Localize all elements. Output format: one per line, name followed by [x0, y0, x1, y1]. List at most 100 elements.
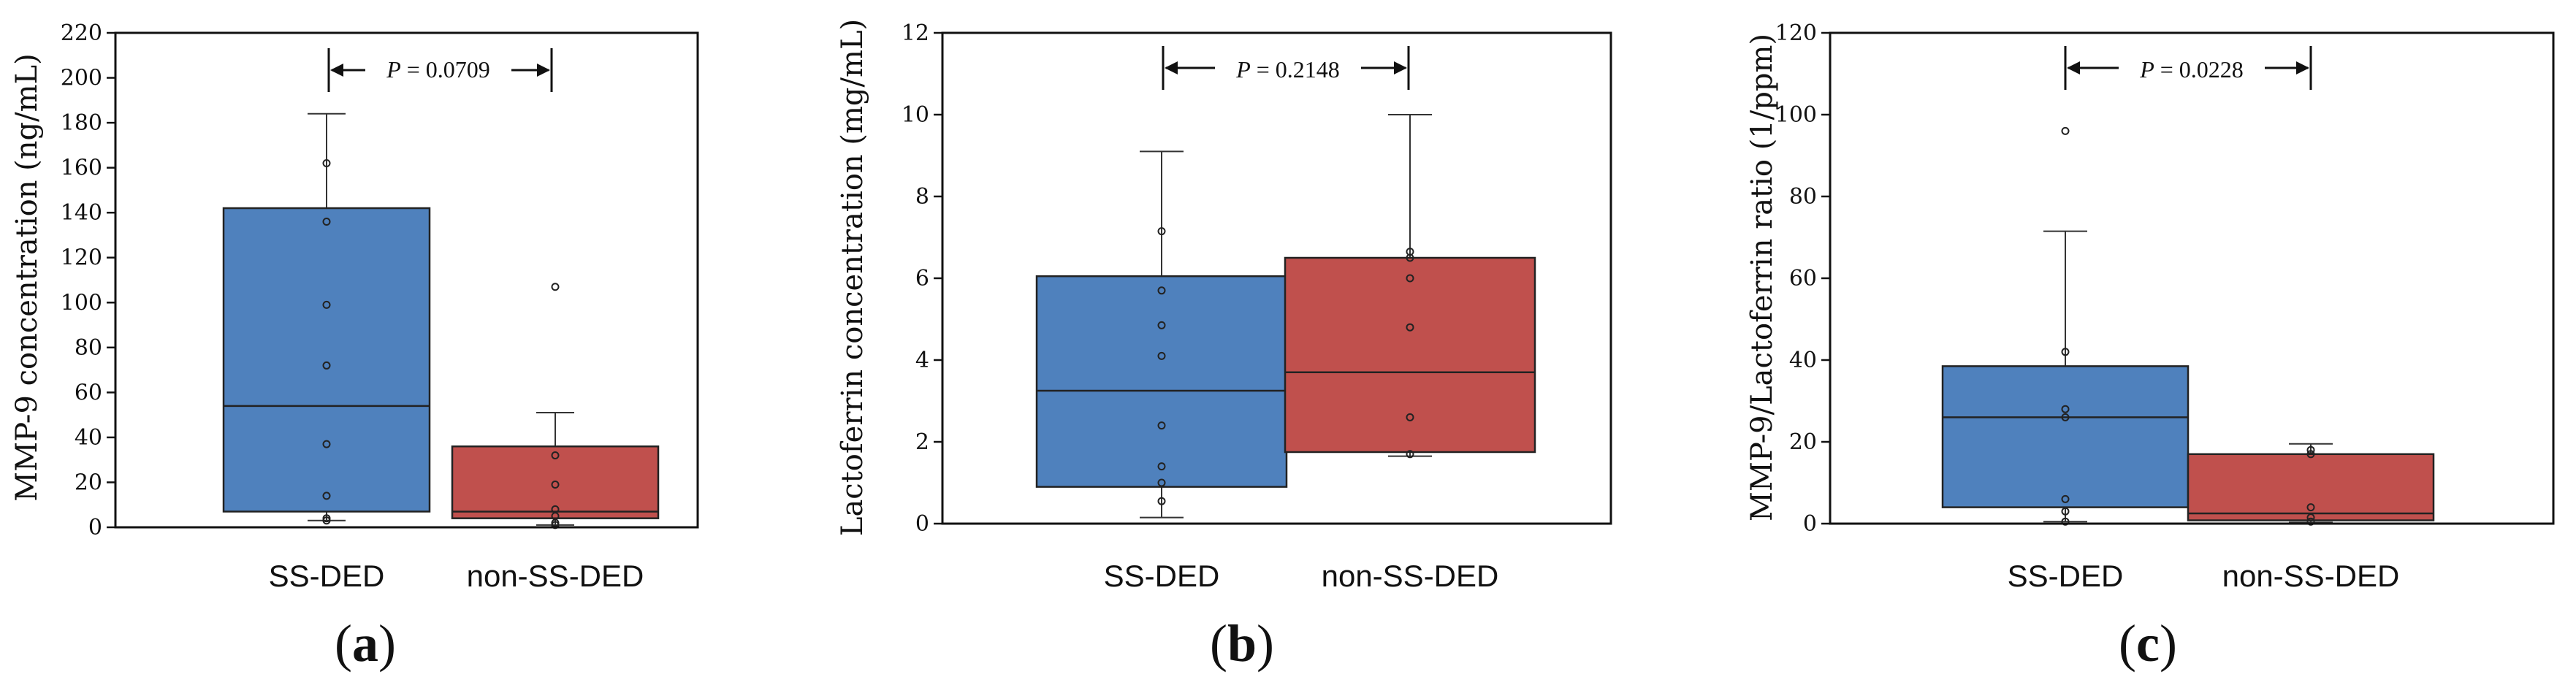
data-point-ss-ded: [2061, 413, 2070, 421]
y-tick-label: 0: [88, 515, 102, 540]
y-tick-label: 4: [915, 348, 929, 373]
data-point-non-ss-ded: [1406, 323, 1414, 332]
data-point-ss-ded: [1157, 497, 1166, 505]
svg-text:P = 0.0228: P = 0.0228: [2139, 56, 2244, 83]
data-point-non-ss-ded: [1406, 413, 1414, 421]
y-tick-label: 100: [1775, 102, 1817, 128]
p-label: P: [2139, 56, 2154, 83]
data-point-non-ss-ded: [1406, 274, 1414, 283]
svg-text:(a): (a): [335, 614, 396, 673]
p-value-annotation: P = 0.2148: [1235, 56, 1340, 83]
y-tick-label: 80: [1789, 184, 1817, 210]
data-point-ss-ded: [2061, 507, 2070, 516]
p-label: P: [386, 56, 401, 83]
data-point-non-ss-ded: [551, 451, 560, 460]
y-tick-label: 120: [1775, 20, 1817, 46]
p-value-annotation: P = 0.0228: [2139, 56, 2244, 83]
data-point-ss-ded: [1157, 286, 1166, 295]
data-point-non-ss-ded: [1406, 450, 1414, 459]
data-point-ss-ded: [1157, 478, 1166, 487]
y-tick-label: 40: [1789, 348, 1817, 373]
data-point-non-ss-ded: [1406, 248, 1414, 256]
data-point-ss-ded: [1157, 462, 1166, 471]
data-point-non-ss-ded: [2306, 445, 2315, 454]
y-tick-label: 60: [75, 380, 102, 405]
y-tick-label: 8: [915, 184, 929, 210]
p-arrowhead-right: [1394, 61, 1407, 74]
data-point-non-ss-ded: [551, 505, 560, 513]
y-tick-label: 80: [75, 335, 102, 361]
y-tick-label: 0: [915, 511, 929, 537]
y-tick-label: 10: [902, 102, 929, 128]
data-point-ss-ded: [1157, 421, 1166, 430]
category-label-non-ss-ded: non-SS-DED: [2222, 559, 2400, 593]
p-arrowhead-left: [2067, 61, 2080, 74]
data-point-ss-ded: [2061, 348, 2070, 356]
category-label-non-ss-ded: non-SS-DED: [1322, 559, 1499, 593]
category-label-ss-ded: SS-DED: [2008, 559, 2124, 593]
y-tick-label: 2: [915, 429, 929, 455]
data-point-ss-ded: [1157, 351, 1166, 360]
box-non-ss-ded: [1284, 256, 1536, 454]
data-point-ss-ded: [322, 158, 331, 167]
y-tick-label: 200: [61, 66, 102, 91]
y-axis-label: Lactoferrin concentration (mg/mL): [836, 19, 869, 536]
data-point-non-ss-ded: [2306, 450, 2315, 459]
data-point-ss-ded: [322, 492, 331, 500]
box-ss-ded: [222, 207, 431, 513]
plot-frame: [1829, 31, 2555, 525]
data-point-ss-ded: [322, 514, 331, 523]
data-point-ss-ded: [1157, 321, 1166, 329]
box-non-ss-ded: [451, 445, 660, 519]
panel-label: (c): [2119, 614, 2177, 673]
p-value: = 0.0709: [407, 56, 490, 83]
y-tick-label: 40: [75, 425, 102, 451]
y-tick-label: 0: [1803, 511, 1817, 537]
y-tick-label: 20: [1789, 429, 1817, 455]
data-point-non-ss-ded: [2306, 503, 2315, 512]
panel-label: (b): [1210, 614, 1274, 673]
y-tick-label: 12: [902, 20, 929, 46]
svg-text:P = 0.2148: P = 0.2148: [1235, 56, 1340, 83]
panel-label: (a): [335, 614, 396, 673]
svg-text:(b): (b): [1210, 614, 1274, 673]
y-tick-label: 100: [61, 290, 102, 316]
data-point-non-ss-ded: [2306, 513, 2315, 522]
p-label: P: [1235, 56, 1251, 83]
p-arrowhead-right: [537, 64, 550, 77]
chart-panel-c: MMP-9/Lactoferrin ratio (1/ppm) SS-DED n…: [1745, 20, 2555, 673]
category-label-non-ss-ded: non-SS-DED: [467, 559, 644, 593]
data-point-ss-ded: [322, 440, 331, 448]
data-point-ss-ded: [2061, 126, 2070, 135]
p-value: = 0.0228: [2160, 56, 2244, 83]
y-tick-label: 20: [75, 470, 102, 495]
p-value: = 0.2148: [1257, 56, 1340, 83]
plot-frame: [114, 31, 699, 529]
y-axis-label: MMP-9 concentration (ng/mL): [10, 53, 44, 501]
box-ss-ded: [1941, 365, 2190, 508]
data-point-ss-ded: [322, 217, 331, 226]
p-arrowhead-left: [330, 64, 343, 77]
svg-text:P = 0.0709: P = 0.0709: [386, 56, 490, 83]
y-axis-label: MMP-9/Lactoferrin ratio (1/ppm): [1745, 34, 1779, 521]
y-tick-label: 120: [61, 245, 102, 271]
chart-panel-a: MMP-9 concentration (ng/mL) SS-DED non-S…: [10, 20, 699, 673]
data-point-non-ss-ded: [551, 481, 560, 489]
y-tick-label: 220: [61, 20, 102, 46]
data-point-ss-ded: [322, 300, 331, 309]
category-label-ss-ded: SS-DED: [1104, 559, 1220, 593]
data-point-ss-ded: [2061, 494, 2070, 503]
data-point-non-ss-ded: [551, 283, 560, 291]
p-value-annotation: P = 0.0709: [386, 56, 490, 83]
box-non-ss-ded: [2187, 453, 2435, 521]
y-tick-label: 6: [915, 266, 929, 291]
y-tick-label: 140: [61, 200, 102, 226]
category-label-ss-ded: SS-DED: [269, 559, 385, 593]
data-point-ss-ded: [2061, 517, 2070, 526]
y-tick-label: 180: [61, 110, 102, 136]
chart-panel-b: Lactoferrin concentration (mg/mL) SS-DED…: [836, 19, 1612, 673]
y-tick-label: 60: [1789, 266, 1817, 291]
data-point-non-ss-ded: [2306, 517, 2315, 526]
data-point-ss-ded: [1157, 227, 1166, 236]
